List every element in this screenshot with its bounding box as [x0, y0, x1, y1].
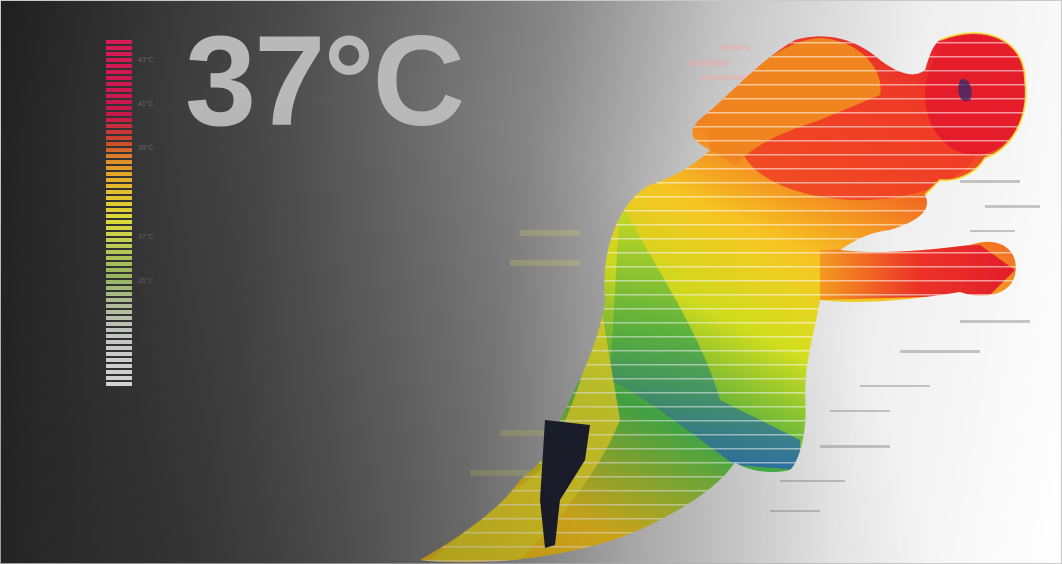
scale-tick-label: 41°C [138, 101, 154, 108]
scale-tick-label: 39°C [138, 145, 154, 152]
scale-tick-label: 35°C [138, 278, 154, 285]
scale-tick-label: 43°C [138, 57, 154, 64]
temperature-scale-bar [106, 40, 132, 386]
body-temperature-headline: 37°C [185, 10, 465, 153]
temperature-scale: 43°C 41°C 39°C 37°C 35°C [106, 40, 154, 386]
scale-tick-label: 37°C [138, 234, 154, 241]
